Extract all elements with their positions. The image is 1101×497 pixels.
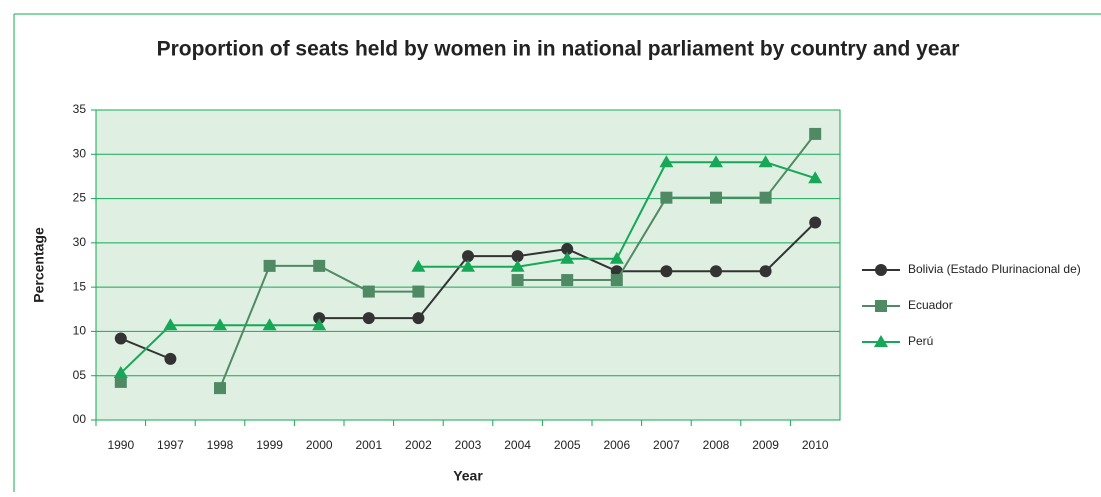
point xyxy=(313,312,326,325)
point xyxy=(114,332,127,345)
point xyxy=(411,259,426,272)
point xyxy=(163,318,178,331)
x-tick-label: 2000 xyxy=(306,438,333,452)
x-tick-label: 2007 xyxy=(653,438,680,452)
point xyxy=(412,312,425,325)
legend-label: Ecuador xyxy=(908,298,953,312)
x-tick-label: 2010 xyxy=(802,438,829,452)
x-tick-label: 1999 xyxy=(256,438,283,452)
point xyxy=(660,191,673,204)
point xyxy=(808,171,823,184)
legend-marker xyxy=(875,300,887,312)
point xyxy=(660,265,673,278)
chart-title: Proportion of seats held by women in in … xyxy=(157,38,960,61)
point xyxy=(710,265,722,278)
y-tick-label: 10 xyxy=(73,324,87,338)
x-tick-label: 1997 xyxy=(157,438,184,452)
x-tick-label: 2009 xyxy=(752,438,779,452)
x-tick-label: 2002 xyxy=(405,438,432,452)
point xyxy=(510,259,525,272)
y-tick-label: 05 xyxy=(73,368,87,382)
point xyxy=(561,274,574,287)
y-tick-label: 25 xyxy=(73,191,87,205)
point xyxy=(709,155,723,168)
point xyxy=(313,259,326,272)
point xyxy=(809,127,822,140)
point xyxy=(412,285,425,298)
point xyxy=(113,366,128,379)
y-tick-label: 00 xyxy=(73,412,87,426)
x-tick-label: 2004 xyxy=(504,438,531,452)
point xyxy=(759,265,772,278)
point xyxy=(659,155,674,168)
point xyxy=(759,191,772,204)
point xyxy=(511,274,524,287)
x-axis-label: Year xyxy=(453,468,483,484)
point xyxy=(511,250,524,263)
x-tick-label: 1998 xyxy=(207,438,234,452)
x-tick-label: 1990 xyxy=(107,438,134,452)
point xyxy=(214,382,226,395)
point xyxy=(262,318,277,331)
point xyxy=(561,243,574,256)
point xyxy=(114,375,127,388)
x-tick-label: 2001 xyxy=(355,438,382,452)
point xyxy=(362,285,375,298)
point xyxy=(263,259,276,272)
point xyxy=(362,312,375,325)
y-tick-label: 30 xyxy=(73,146,87,160)
x-tick-label: 2008 xyxy=(703,438,730,452)
y-tick-label: 35 xyxy=(73,102,87,116)
point xyxy=(710,191,722,204)
y-axis-label: Percentage xyxy=(31,227,47,303)
point xyxy=(809,216,822,229)
point xyxy=(164,352,177,365)
legend-label: Bolivia (Estado Plurinacional de) xyxy=(908,262,1081,276)
x-tick-label: 2006 xyxy=(603,438,630,452)
legend-marker xyxy=(875,264,887,276)
point xyxy=(462,250,474,263)
point xyxy=(461,259,475,272)
point xyxy=(758,155,773,168)
point xyxy=(560,251,575,264)
point xyxy=(609,251,624,264)
point xyxy=(610,274,623,287)
y-tick-label: 15 xyxy=(73,279,87,293)
x-tick-label: 2003 xyxy=(455,438,482,452)
legend-marker xyxy=(874,335,888,347)
legend-label: Perú xyxy=(908,334,933,348)
point xyxy=(312,318,327,331)
x-tick-label: 2005 xyxy=(554,438,581,452)
point xyxy=(213,318,227,331)
y-tick-label: 30 xyxy=(73,235,87,249)
